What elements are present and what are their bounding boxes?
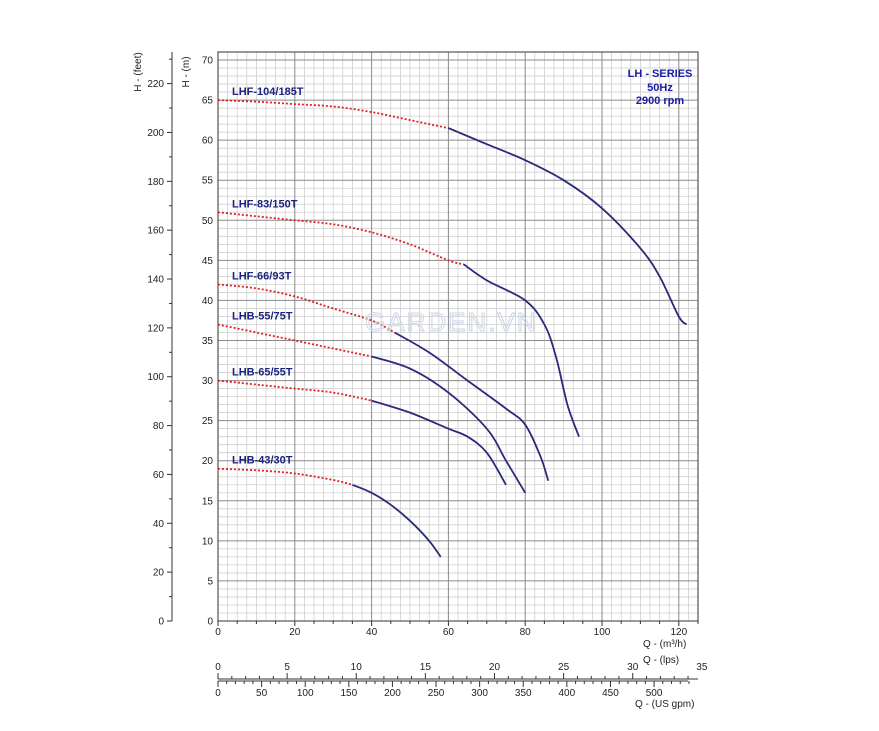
curve-dotted-segment: [217, 99, 449, 129]
gpm-tick-label: 0: [215, 688, 221, 699]
feet-tick-label: 20: [153, 568, 165, 579]
lps-tick-label: 15: [420, 662, 432, 673]
gpm-tick-label: 300: [471, 688, 488, 699]
curve-label: LHF-66/93T: [232, 270, 292, 282]
y-tick-label: 65: [202, 96, 214, 107]
lps-tick-label: 35: [696, 662, 708, 673]
y-tick-label: 40: [202, 296, 214, 307]
gpm-tick-label: 450: [602, 688, 619, 699]
info-line-series: LH - SERIES: [628, 68, 693, 80]
y-tick-label: 5: [207, 576, 213, 587]
feet-tick-label: 220: [147, 79, 164, 90]
feet-tick-label: 0: [158, 617, 164, 628]
y-tick-label: 45: [202, 256, 214, 267]
feet-tick-label: 40: [153, 519, 165, 530]
x-tick-label: 80: [520, 627, 532, 638]
curve-label: LHF-104/185T: [232, 86, 304, 98]
lps-tick-label: 0: [215, 662, 221, 673]
y-tick-label: 55: [202, 176, 214, 187]
feet-tick-label: 100: [147, 372, 164, 383]
gpm-tick-label: 200: [384, 688, 401, 699]
curve-label: LHB-65/55T: [232, 367, 293, 379]
gpm-tick-label: 150: [340, 688, 357, 699]
curves: [217, 99, 688, 558]
lps-tick-label: 25: [558, 662, 570, 673]
x-tick-label: 60: [443, 627, 455, 638]
curve-solid-segment: [352, 483, 442, 558]
y-tick-label: 20: [202, 456, 214, 467]
y-tick-label: 15: [202, 496, 214, 507]
curve-solid-segment: [463, 263, 580, 438]
gpm-tick-label: 400: [559, 688, 576, 699]
y-axis-title: H - (m): [181, 56, 192, 87]
feet-tick-label: 120: [147, 323, 164, 334]
grid: [217, 51, 699, 622]
feet-tick-label: 80: [153, 421, 165, 432]
watermark: GARDEN.VN: [365, 307, 538, 337]
y-tick-label: 60: [202, 136, 214, 147]
x-axis-title: Q - (m³/h): [643, 639, 686, 650]
lps-tick-label: 10: [351, 662, 363, 673]
x-tick-label: 20: [289, 627, 301, 638]
x-tick-label: 120: [670, 627, 687, 638]
curve-dotted-segment: [217, 379, 372, 402]
info-line-speed: 2900 rpm: [636, 95, 685, 107]
info-line-frequency: 50Hz: [647, 82, 673, 94]
feet-tick-label: 160: [147, 226, 164, 237]
y-tick-label: 10: [202, 536, 214, 547]
lps-tick-label: 20: [489, 662, 501, 673]
curve-dotted-segment: [217, 467, 353, 486]
curve-label: LHB-55/75T: [232, 310, 293, 322]
feet-tick-label: 60: [153, 470, 165, 481]
feet-tick-label: 200: [147, 128, 164, 139]
curve-solid-segment: [371, 355, 526, 494]
gpm-tick-label: 250: [428, 688, 445, 699]
curve-solid-segment: [394, 331, 550, 482]
gpm-tick-label: 100: [297, 688, 314, 699]
curve-label: LHB-43/30T: [232, 455, 293, 467]
axes: 0 20 40 60 80 100 1200510152025303540455055606…: [147, 52, 708, 699]
lps-tick-label: 30: [627, 662, 639, 673]
info-box: LH - SERIES 50Hz 2900 rpm: [628, 68, 693, 107]
gpm-axis-title: Q - (US gpm): [635, 699, 694, 710]
y-tick-label: 25: [202, 416, 214, 427]
feet-tick-label: 180: [147, 177, 164, 188]
axis-titles: H - (m) H - (feet) Q - (m³/h) Q - (lps) …: [133, 52, 694, 710]
gpm-tick-label: 50: [256, 688, 268, 699]
x-tick-label: 0: [215, 627, 221, 638]
curve-label: LHF-83/150T: [232, 198, 298, 210]
y-tick-label: 50: [202, 216, 214, 227]
curve-solid-segment: [448, 127, 688, 326]
y-tick-label: 70: [202, 56, 214, 67]
curve-solid-segment: [371, 399, 507, 486]
feet-tick-label: 140: [147, 275, 164, 286]
y-tick-label: 30: [202, 376, 214, 387]
secondary-y-axis-title: H - (feet): [133, 52, 144, 91]
y-tick-label: 0: [207, 617, 213, 628]
lps-axis-title: Q - (lps): [643, 655, 679, 666]
plot-frame: [217, 51, 699, 622]
curve-dotted-segment: [217, 211, 465, 266]
y-tick-label: 35: [202, 336, 214, 347]
lps-tick-label: 5: [284, 662, 290, 673]
x-tick-label: 40: [366, 627, 378, 638]
curve-dotted-segment: [217, 283, 396, 334]
x-tick-label: 100: [594, 627, 611, 638]
curve-labels: LHF-104/185T LHF-83/150T LHF-66/93T LHB-55/…: [232, 86, 304, 467]
gpm-tick-label: 350: [515, 688, 532, 699]
gpm-tick-label: 500: [646, 688, 663, 699]
